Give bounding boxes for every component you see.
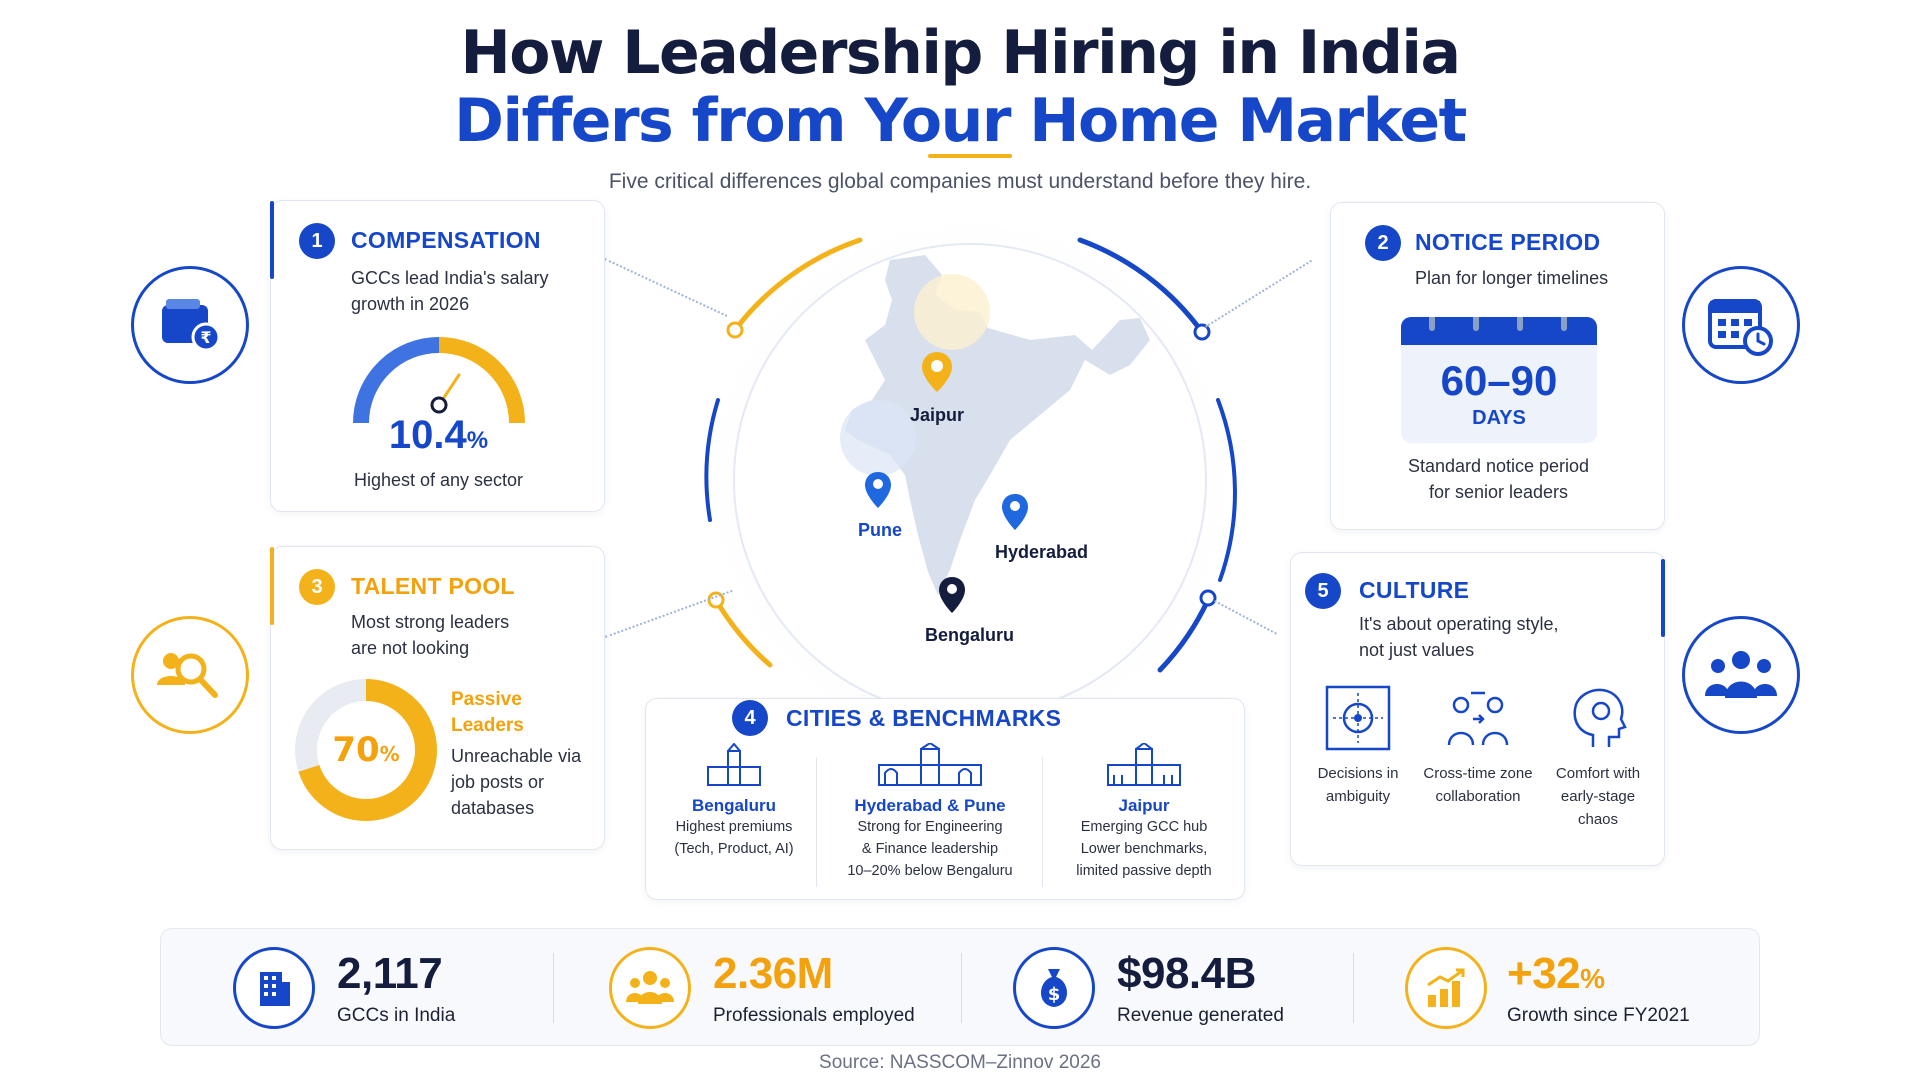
culture-circle: [1682, 616, 1800, 734]
bench-jaipur: Jaipur Emerging GCC hub Lower benchmarks…: [1046, 741, 1242, 882]
compensation-heading: COMPENSATION: [351, 227, 541, 253]
page-title-line1: How Leadership Hiring in India: [460, 18, 1461, 88]
page-title-line2: Differs from Your Home Market: [454, 86, 1467, 156]
map-city-bengaluru: Bengaluru: [925, 625, 1015, 645]
team-icon: [1705, 651, 1777, 698]
bengaluru-skyline-icon: [707, 742, 761, 786]
calendar-graphic: 60–90 DAYS: [1401, 317, 1597, 443]
talent-detail-line2: job posts or: [451, 772, 545, 792]
stat-circle-growth: [1405, 947, 1487, 1029]
page-subtitle: Five critical differences global compani…: [608, 170, 1312, 193]
compensation-circle: ₹: [131, 266, 249, 384]
jaipur-skyline-icon: [1107, 741, 1181, 786]
compensation-card: 1 COMPENSATION GCCs lead India's salary …: [270, 200, 605, 512]
cities-benchmarks-card: 4 CITIES & BENCHMARKS Bengaluru Highest …: [645, 698, 1245, 900]
map-city-jaipur: Jaipur: [910, 405, 965, 425]
stats-bar: 2,117 GCCs in India 2.36M Professionals …: [160, 928, 1760, 1046]
notice-period-value: 60–90: [1440, 357, 1558, 404]
stat-circle-gccs: [233, 947, 315, 1029]
jaipur-pin-icon: [922, 352, 952, 392]
map-city-hyderabad: Hyderabad: [995, 542, 1089, 562]
source-note: Source: NASSCOM–Zinnov 2026: [819, 1052, 1101, 1073]
culture-card: 5 CULTURE It's about operating style, no…: [1290, 552, 1665, 866]
card-number-badge: 3: [299, 569, 335, 605]
notice-period-circle: [1682, 266, 1800, 384]
talent-pool-card: 3 TALENT POOL Most strong leaders are no…: [270, 546, 605, 850]
svg-text:70%: 70%: [332, 730, 399, 770]
stat-value-growth: +32%: [1507, 949, 1605, 998]
stat-label-growth: Growth since FY2021: [1507, 1005, 1690, 1026]
culture-text-line2: not just values: [1359, 640, 1475, 660]
ambiguity-target-icon: [1325, 685, 1391, 751]
map-city-pune: Pune: [858, 520, 903, 540]
notice-period-text: Plan for longer timelines: [1415, 268, 1609, 288]
culture-item-early-stage: Comfort with early-stage chaos: [1533, 685, 1663, 831]
card-number-badge: 5: [1305, 573, 1341, 609]
stat-value-revenue: $98.4B: [1117, 949, 1256, 998]
head-mind-icon: [1573, 688, 1627, 747]
bengaluru-pin-icon: [939, 577, 965, 613]
compensation-text: GCCs lead India's salary growth in 2026: [351, 268, 549, 314]
talent-pool-text-line1: Most strong leaders: [351, 612, 510, 632]
card-number-badge: 4: [732, 700, 768, 736]
stat-value-professionals: 2.36M: [713, 949, 833, 998]
card-number-badge: 1: [299, 223, 335, 259]
calendar-clock-icon: [1708, 299, 1773, 356]
passive-leaders-donut: 70%: [295, 679, 437, 821]
card-number-badge: 2: [1365, 225, 1401, 261]
collaboration-icon: [1447, 691, 1509, 746]
people-group-icon: [626, 971, 674, 1004]
passive-legend-line1: Passive: [451, 689, 522, 710]
svg-text:$: $: [1048, 984, 1061, 1005]
stat-circle-professionals: [609, 947, 691, 1029]
talent-detail-line3: databases: [451, 798, 535, 818]
building-icon: [260, 972, 290, 1006]
notice-period-heading: NOTICE PERIOD: [1415, 229, 1601, 255]
stat-value-gccs: 2,117: [337, 949, 443, 998]
wallet-rupee-icon: ₹: [162, 299, 221, 352]
notice-caption-line1: Standard notice period: [1407, 456, 1590, 476]
cities-heading: CITIES & BENCHMARKS: [786, 705, 1062, 731]
culture-text-line1: It's about operating style,: [1359, 614, 1559, 634]
money-bag-icon: $: [1041, 969, 1067, 1007]
bench-bengaluru: Bengaluru Highest premiums (Tech, Produc…: [654, 742, 814, 860]
bench-hyderabad-pune: Hyderabad & Pune Strong for Engineering …: [824, 741, 1036, 882]
talent-pool-text-line2: are not looking: [351, 638, 470, 658]
compensation-value: 10.4%: [388, 413, 489, 457]
compensation-caption: Highest of any sector: [353, 470, 524, 490]
passive-legend-line2: Leaders: [451, 715, 524, 736]
talent-detail-line1: Unreachable via: [451, 746, 582, 766]
notice-caption-line2: for senior leaders: [1428, 482, 1569, 502]
hyderabad-pin-icon: [1002, 494, 1028, 530]
stat-label-professionals: Professionals employed: [713, 1005, 915, 1026]
growth-chart-icon: [1427, 968, 1465, 1007]
stat-label-revenue: Revenue generated: [1117, 1005, 1284, 1026]
svg-text:₹: ₹: [200, 328, 211, 347]
salary-gauge: [353, 337, 525, 424]
culture-item-ambiguity: Decisions in ambiguity: [1293, 685, 1423, 808]
talent-pool-circle: [131, 616, 249, 734]
notice-period-card: 2 NOTICE PERIOD Plan for longer timeline…: [1330, 202, 1665, 530]
culture-item-collaboration: Cross-time zone collaboration: [1413, 685, 1543, 808]
people-search-icon: [157, 653, 218, 698]
map-ring-graphic: [704, 218, 1237, 742]
stat-label-gccs: GCCs in India: [337, 1005, 456, 1026]
title-underline: [928, 154, 1012, 158]
pune-pin-icon: [865, 472, 891, 508]
hyderabad-pune-skyline-icon: [878, 741, 982, 786]
stat-circle-revenue: $: [1013, 947, 1095, 1029]
notice-period-unit: DAYS: [1472, 407, 1526, 429]
culture-heading: CULTURE: [1359, 577, 1470, 603]
talent-pool-heading: TALENT POOL: [351, 573, 515, 599]
